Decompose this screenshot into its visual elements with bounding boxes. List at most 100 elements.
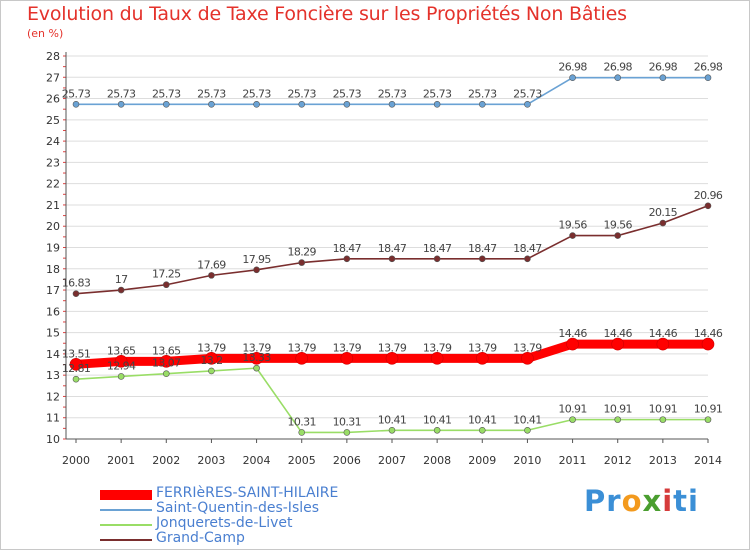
data-label-jonquerets-2004: 13.33 (242, 351, 271, 364)
data-point-grand-camp-2003 (208, 272, 215, 279)
data-point-ferrieres-2008 (430, 352, 444, 365)
x-tick-label-2001: 2001 (107, 454, 135, 467)
data-label-saint-quentin-2005: 25.73 (287, 87, 316, 100)
data-label-grand-camp-2010: 18.47 (513, 242, 542, 255)
data-point-grand-camp-2014 (704, 202, 712, 210)
chart-title: Evolution du Taux de Taxe Foncière sur l… (27, 3, 627, 25)
data-label-saint-quentin-2009: 25.73 (468, 87, 497, 100)
data-point-grand-camp-2012 (614, 232, 622, 239)
data-label-saint-quentin-2003: 25.73 (197, 87, 226, 100)
data-point-jonquerets-2005 (298, 429, 306, 436)
x-tick-label-2002: 2002 (152, 454, 180, 467)
legend-label-saint-quentin: Saint-Quentin-des-Isles (156, 500, 320, 516)
legend-label-grand-camp: Grand-Camp (156, 530, 245, 546)
data-label-ferrieres-2003: 13.79 (197, 341, 226, 354)
data-label-saint-quentin-2008: 25.73 (423, 87, 452, 100)
legend-swatch-ferrieres (100, 490, 152, 500)
data-point-saint-quentin-2011 (569, 74, 576, 82)
y-tick-label-15: 15 (46, 327, 60, 340)
data-label-grand-camp-2008: 18.47 (423, 242, 452, 255)
data-point-jonquerets-2014 (704, 416, 712, 423)
data-point-ferrieres-2010 (521, 352, 534, 365)
y-tick-label-24: 24 (46, 135, 60, 148)
y-axis-unit-label: (en %) (27, 27, 64, 40)
data-label-jonquerets-2005: 10.31 (287, 415, 316, 428)
data-label-ferrieres-2005: 13.79 (287, 341, 316, 354)
data-point-jonquerets-2007 (388, 426, 396, 434)
y-tick-label-18: 18 (46, 263, 60, 276)
data-label-jonquerets-2006: 10.31 (333, 415, 362, 428)
data-label-ferrieres-2013: 14.46 (649, 327, 678, 340)
legend-label-jonquerets: Jonquerets-de-Livet (156, 515, 293, 531)
data-label-jonquerets-2007: 10.41 (378, 413, 407, 426)
data-label-grand-camp-2014: 20.96 (694, 189, 723, 202)
data-label-saint-quentin-2004: 25.73 (242, 87, 271, 100)
data-label-jonquerets-2003: 13.2 (200, 354, 222, 367)
data-label-grand-camp-2006: 18.47 (333, 242, 362, 255)
data-label-saint-quentin-2006: 25.73 (333, 87, 362, 100)
data-point-saint-quentin-2014 (704, 74, 712, 82)
x-tick-label-2005: 2005 (288, 454, 316, 467)
data-label-ferrieres-2008: 13.79 (423, 341, 452, 354)
data-label-saint-quentin-2000: 25.73 (62, 87, 91, 100)
data-label-jonquerets-2014: 10.91 (694, 403, 723, 416)
data-point-grand-camp-2007 (388, 255, 396, 263)
data-label-grand-camp-2001: 17 (115, 273, 128, 286)
data-point-saint-quentin-2008 (433, 101, 441, 108)
data-label-saint-quentin-2001: 25.73 (107, 87, 136, 100)
data-point-grand-camp-2005 (298, 259, 306, 266)
proxiti-logo: Proxiti (584, 484, 699, 518)
data-label-grand-camp-2013: 20.15 (649, 206, 678, 219)
data-point-grand-camp-2011 (569, 232, 576, 239)
y-tick-label-22: 22 (46, 178, 60, 191)
x-tick-label-2004: 2004 (243, 454, 271, 467)
data-label-ferrieres-2006: 13.79 (333, 341, 362, 354)
y-tick-label-13: 13 (46, 369, 60, 382)
data-point-ferrieres-2001 (114, 355, 128, 368)
data-label-grand-camp-2009: 18.47 (468, 242, 497, 255)
legend-swatch-grand-camp (100, 539, 152, 541)
axes: 10 11 12 13 14 15 16 17 18 19 20 21 22 23 24 25 26 27 28 20… (46, 50, 722, 467)
data-point-ferrieres-2013 (656, 337, 670, 351)
data-point-grand-camp-2010 (524, 255, 531, 263)
data-label-jonquerets-2013: 10.91 (649, 403, 678, 416)
legend-swatch-jonquerets (100, 524, 152, 526)
y-tick-label-12: 12 (46, 390, 60, 403)
data-point-ferrieres-2014 (701, 337, 715, 351)
data-point-grand-camp-2002 (162, 281, 170, 289)
data-point-jonquerets-2006 (343, 429, 351, 436)
data-point-ferrieres-2004 (250, 352, 263, 365)
data-label-jonquerets-2008: 10.41 (423, 413, 452, 426)
y-tick-label-21: 21 (46, 199, 60, 212)
y-tick-label-23: 23 (46, 156, 60, 169)
data-point-grand-camp-2008 (433, 255, 441, 263)
data-point-saint-quentin-2007 (388, 101, 396, 108)
data-point-jonquerets-2013 (659, 416, 667, 423)
data-label-grand-camp-2003: 17.69 (197, 258, 226, 271)
data-point-saint-quentin-2010 (524, 101, 531, 108)
data-point-grand-camp-2004 (253, 266, 260, 274)
data-point-grand-camp-2013 (659, 219, 667, 227)
data-point-ferrieres-2012 (611, 337, 625, 351)
data-label-grand-camp-2007: 18.47 (378, 242, 407, 255)
y-tick-label-28: 28 (46, 50, 60, 63)
y-tick-label-20: 20 (46, 220, 60, 233)
data-point-saint-quentin-2000 (72, 101, 80, 108)
x-tick-label-2013: 2013 (649, 454, 677, 467)
data-label-ferrieres-2001: 13.65 (107, 344, 136, 357)
data-point-saint-quentin-2002 (162, 101, 170, 108)
data-point-grand-camp-2006 (343, 255, 351, 263)
data-label-grand-camp-2012: 19.56 (603, 219, 632, 232)
data-label-ferrieres-2014: 14.46 (694, 327, 723, 340)
data-point-jonquerets-2000 (72, 375, 80, 383)
y-tick-label-26: 26 (46, 93, 60, 106)
data-label-ferrieres-2007: 13.79 (378, 341, 407, 354)
legend-swatch-saint-quentin (100, 509, 152, 511)
data-label-jonquerets-2000: 12.81 (62, 362, 91, 375)
data-label-ferrieres-2002: 13.65 (152, 344, 181, 357)
data-label-saint-quentin-2014: 26.98 (694, 61, 723, 74)
data-label-saint-quentin-2012: 26.98 (603, 61, 632, 74)
data-point-jonquerets-2010 (524, 426, 531, 434)
data-point-saint-quentin-2004 (253, 101, 260, 108)
